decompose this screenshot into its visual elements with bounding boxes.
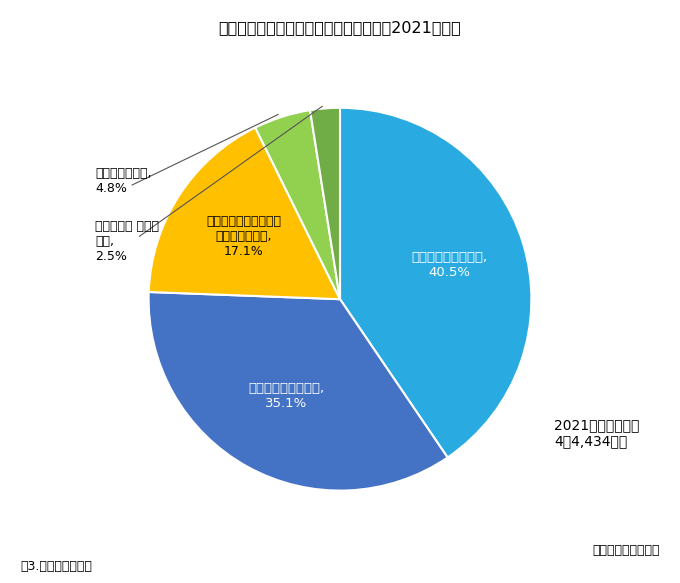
- Wedge shape: [255, 110, 340, 299]
- Wedge shape: [310, 108, 340, 299]
- Text: 食品通販のチャネル別市場規模構成比（2021年度）: 食品通販のチャネル別市場規模構成比（2021年度）: [219, 20, 461, 36]
- Text: 注3.小売金額ベース: 注3.小売金額ベース: [20, 560, 92, 573]
- Text: 自然派食品 宅配・
通販,
2.5%: 自然派食品 宅配・ 通販, 2.5%: [95, 220, 159, 264]
- Text: 2021年度市場規模
4兆4,434億円: 2021年度市場規模 4兆4,434億円: [554, 418, 640, 448]
- Wedge shape: [149, 128, 340, 299]
- Text: ショッピングサイト,
40.5%: ショッピングサイト, 40.5%: [411, 251, 488, 279]
- Text: 食品メーカーダイレク
ト販売（直販）,
17.1%: 食品メーカーダイレク ト販売（直販）, 17.1%: [206, 215, 281, 258]
- Text: ネットスーパー,
4.8%: ネットスーパー, 4.8%: [95, 167, 152, 195]
- Text: 矢野経済研究所調べ: 矢野経済研究所調べ: [592, 544, 660, 557]
- Text: 生協（班配＋個配）,
35.1%: 生協（班配＋個配）, 35.1%: [248, 382, 324, 410]
- Wedge shape: [340, 108, 531, 458]
- Wedge shape: [149, 292, 447, 491]
